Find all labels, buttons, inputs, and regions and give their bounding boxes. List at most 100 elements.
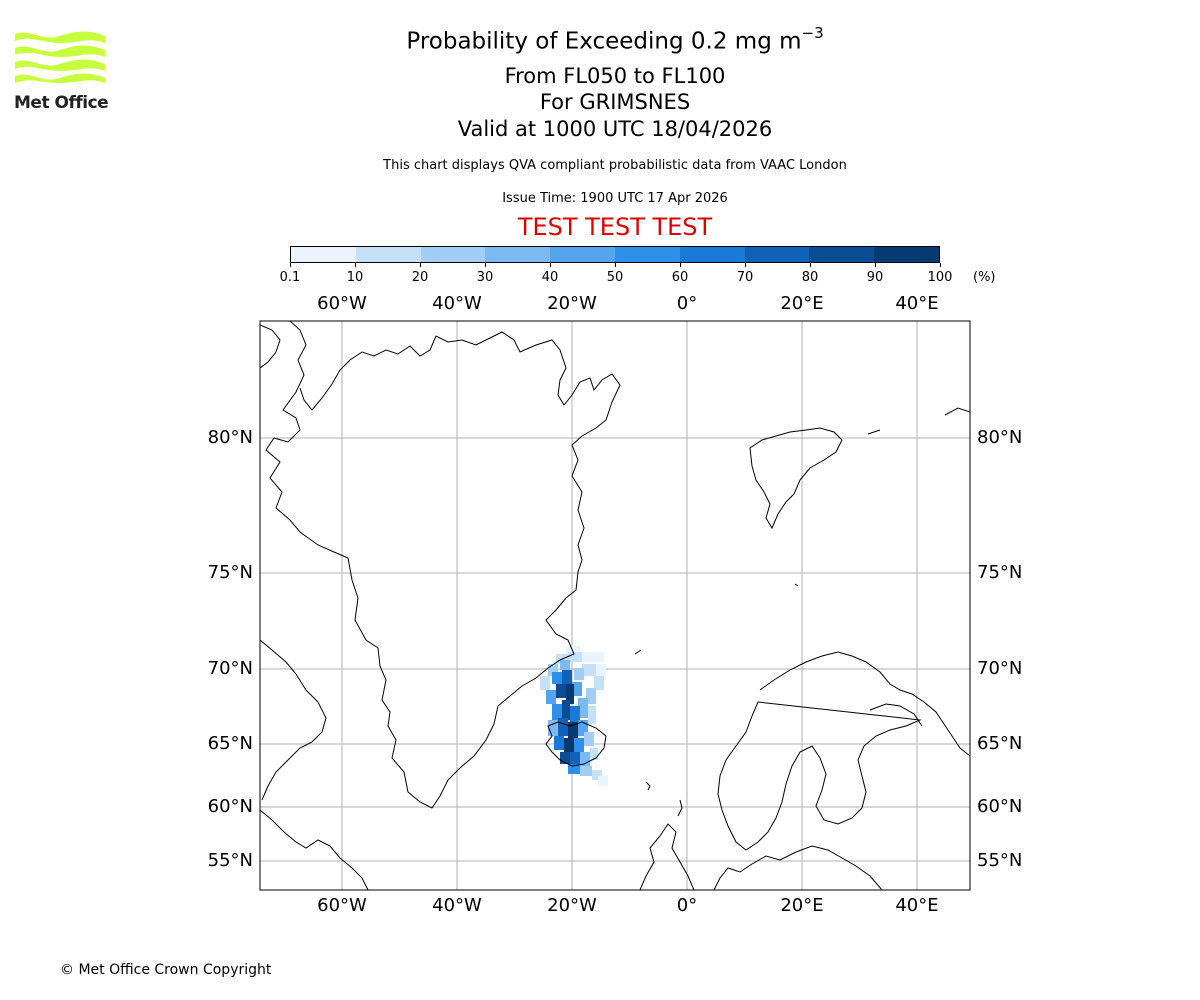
coastline-franz-josef <box>944 407 970 416</box>
plume-cell <box>578 698 588 718</box>
plume-cell <box>580 652 594 662</box>
plume-cell <box>584 732 594 746</box>
plume-cell <box>580 752 590 766</box>
colorbar-segment <box>809 247 875 262</box>
colorbar-segment <box>550 247 615 262</box>
coastlines <box>260 321 970 890</box>
plume-cell <box>578 720 588 736</box>
lat-label-left: 55°N <box>208 850 253 871</box>
copyright-notice: © Met Office Crown Copyright <box>60 962 272 978</box>
plume-cell <box>580 766 592 776</box>
plume-cell <box>556 684 568 698</box>
colorbar-tick-label: 80 <box>801 270 819 285</box>
plume-cell <box>548 664 558 676</box>
colorbar-tick <box>355 263 356 267</box>
colorbar-tick <box>290 263 291 267</box>
coastline-svalbard <box>749 427 843 530</box>
plume-cell <box>572 682 582 696</box>
colorbar-tick <box>810 263 811 267</box>
plume-cell <box>592 770 602 780</box>
coastline-scotland <box>639 823 695 890</box>
met-office-logo: Met Office <box>12 28 112 114</box>
colorbar-tick-label: 70 <box>736 270 754 285</box>
colorbar-tick <box>485 263 486 267</box>
lon-label-top: 40°W <box>432 293 482 314</box>
lon-label-bottom: 0° <box>677 895 697 916</box>
colorbar-tick <box>940 263 941 267</box>
lon-label-top: 40°E <box>895 293 938 314</box>
plume-cell <box>548 720 558 736</box>
plume-cell <box>552 704 562 720</box>
colorbar-tick-label: 40 <box>541 270 559 285</box>
map-axis-labels: 60°W 60°W 40°W 40°W 20°W 20°W 0° 0° 20°E 20°E 40°E… <box>208 293 1023 916</box>
colorbar-segment <box>874 247 939 262</box>
lat-label-right: 80°N <box>977 427 1022 448</box>
colorbar-tick <box>875 263 876 267</box>
plume-cell <box>562 670 572 684</box>
issue-time: Issue Time: 1900 UTC 17 Apr 2026 <box>502 191 728 206</box>
plume-cell <box>564 738 574 752</box>
colorbar-tick-label: 20 <box>411 270 429 285</box>
plume-cell <box>594 676 604 690</box>
colorbar-segment <box>744 247 810 262</box>
coastline-bear-island <box>794 583 799 587</box>
colorbar-tick-label: 100 <box>927 270 953 285</box>
lat-label-left: 70°N <box>208 658 253 679</box>
lat-label-right: 60°N <box>977 796 1022 817</box>
lat-label-left: 60°N <box>208 796 253 817</box>
map-frame <box>259 320 971 891</box>
colorbar-tick-label: 10 <box>346 270 364 285</box>
coastline-labrador <box>260 809 369 890</box>
plume-cell <box>568 722 578 740</box>
logo-text: Met Office <box>14 93 108 113</box>
colorbar-unit: (%) <box>973 270 996 285</box>
plume-cell <box>562 700 570 720</box>
plume-cell <box>574 738 584 752</box>
plume-cell <box>574 668 584 680</box>
valid-time: Valid at 1000 UTC 18/04/2026 <box>457 117 773 141</box>
coastline-denmark-baltic <box>713 845 883 890</box>
plume-cell <box>570 752 580 764</box>
colorbar-tick-label: 60 <box>671 270 689 285</box>
plume-cell <box>566 684 574 704</box>
coastline-ellesmere <box>260 324 281 369</box>
plume-cell <box>554 736 564 750</box>
colorbar-segment <box>355 247 421 262</box>
ash-probability-plume <box>540 646 608 786</box>
lat-label-left: 65°N <box>208 733 253 754</box>
lat-label-right: 55°N <box>977 850 1022 871</box>
lon-label-bottom: 60°W <box>317 895 367 916</box>
volcano-name: For GRIMSNES <box>539 90 691 114</box>
plume-cell <box>540 676 550 690</box>
plume-cell <box>552 672 562 684</box>
colorbar-segment <box>614 247 680 262</box>
lat-label-left: 80°N <box>208 427 253 448</box>
colorbar-segment <box>679 247 745 262</box>
plume-cell <box>560 752 570 764</box>
coastline-kola <box>869 703 923 727</box>
plume-cell <box>568 764 580 774</box>
lon-label-top: 20°W <box>547 293 597 314</box>
lon-label-bottom: 20°E <box>780 895 823 916</box>
plume-cell <box>598 776 608 786</box>
colorbar-tick <box>680 263 681 267</box>
lon-label-top: 60°W <box>317 293 367 314</box>
data-source-note: This chart displays QVA compliant probab… <box>383 158 847 173</box>
coastline-iceland <box>545 721 607 767</box>
lon-label-bottom: 20°W <box>547 895 597 916</box>
test-banner: TEST TEST TEST <box>517 213 713 241</box>
colorbar-segment <box>291 247 356 262</box>
plume-cell <box>592 652 604 662</box>
plume-cell <box>570 706 580 724</box>
colorbar-segment <box>485 247 551 262</box>
coastline-greenland <box>265 321 621 809</box>
lon-label-bottom: 40°E <box>895 895 938 916</box>
plume-cell <box>586 688 596 704</box>
map-gridlines <box>260 321 970 890</box>
coastline-jan-mayen <box>634 649 642 655</box>
lat-label-right: 65°N <box>977 733 1022 754</box>
probability-colorbar <box>290 246 940 263</box>
title-exponent: −3 <box>801 24 824 42</box>
colorbar-tick <box>615 263 616 267</box>
